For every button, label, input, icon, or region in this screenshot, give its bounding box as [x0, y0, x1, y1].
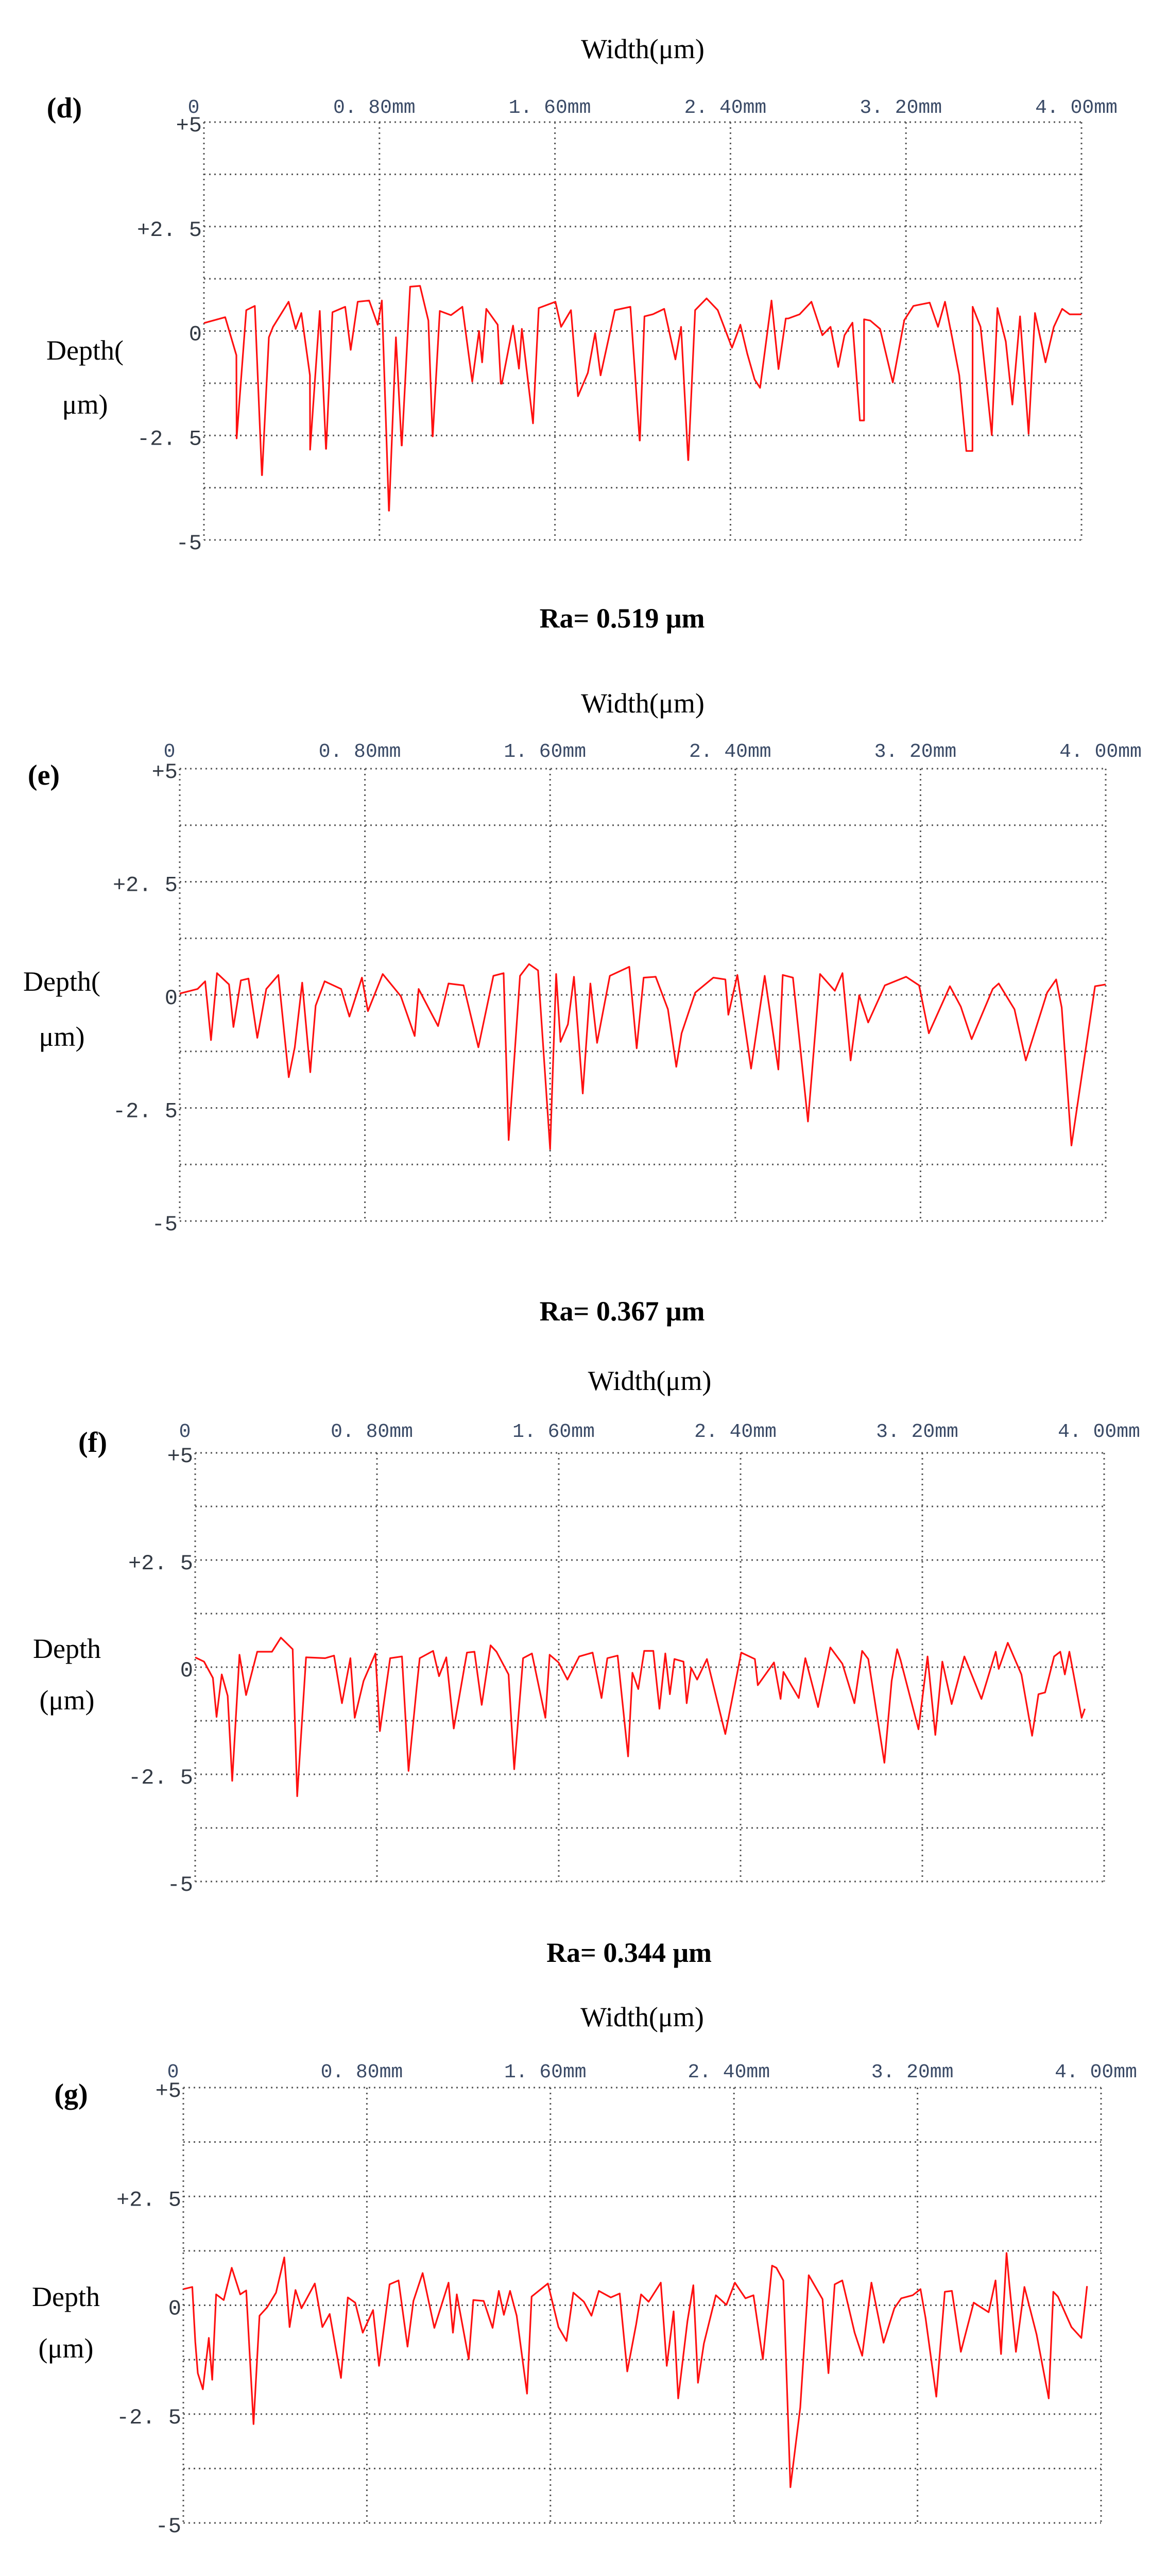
x-tick-label: 4. 00mm — [1055, 2061, 1137, 2083]
x-axis-ticks: 0 0. 80mm 1. 60mm 2. 40mm 3. 20mm 4. 00mm — [164, 741, 1142, 763]
profile-trace — [203, 285, 1081, 512]
x-tick-label: 0. 80mm — [319, 741, 401, 763]
x-tick-label: 2. 40mm — [688, 2061, 770, 2083]
y-axis-ticks: +5 +2. 5 0 -2. 5 -5 — [113, 760, 178, 1237]
x-axis-ticks: 0 0. 80mm 1. 60mm 2. 40mm 3. 20mm 4. 00mm — [188, 97, 1118, 119]
y-tick-label: 0 — [168, 2297, 181, 2321]
ra-caption: Ra= 0.344 μm — [546, 1937, 712, 1968]
y-axis-label-line1: Depth( — [46, 335, 124, 366]
x-tick-label: 1. 60mm — [504, 2061, 587, 2083]
panel-letter: (f) — [78, 1427, 107, 1459]
y-axis-ticks: +5 +2. 5 0 -2. 5 -5 — [137, 113, 202, 556]
y-tick-label: +5 — [156, 2079, 181, 2104]
x-tick-label: 2. 40mm — [684, 97, 767, 119]
y-tick-label: -5 — [167, 1873, 193, 1897]
y-tick-label: +5 — [152, 760, 178, 785]
panel-title: Width(μm) — [581, 33, 705, 64]
y-axis-label-line2: (μm) — [40, 1685, 95, 1716]
panel-letter: (e) — [28, 759, 60, 791]
y-tick-label: +2. 5 — [137, 218, 202, 243]
x-tick-label: 2. 40mm — [694, 1421, 777, 1443]
y-tick-label: -2. 5 — [128, 1766, 193, 1790]
panel-title: Width(μm) — [581, 688, 705, 719]
x-tick-label: 1. 60mm — [512, 1421, 595, 1443]
plot-grid — [182, 2087, 1102, 2524]
y-axis-ticks: +5 +2. 5 0 -2. 5 -5 — [116, 2079, 181, 2539]
y-tick-label: +2. 5 — [116, 2188, 181, 2212]
panel-g: Width(μm) (g) Depth (μm) Ra= 0.417 μm 00… — [32, 2002, 1137, 2539]
y-tick-label: -2. 5 — [116, 2405, 181, 2430]
x-axis-ticks: 0 0. 80mm 1. 60mm 2. 40mm 3. 20mm 4. 00mm — [167, 2061, 1137, 2083]
x-tick-label: 3. 20mm — [871, 2061, 954, 2083]
x-tick-label: 0 — [164, 741, 176, 763]
y-tick-label: 0 — [189, 323, 202, 347]
y-axis-label-line1: Depth — [32, 2281, 100, 2312]
panel-letter: (g) — [54, 2078, 88, 2110]
x-tick-label: 4. 00mm — [1059, 741, 1142, 763]
x-tick-label: 4. 00mm — [1058, 1421, 1140, 1443]
panel-letter: (d) — [47, 92, 82, 124]
x-tick-label: 1. 60mm — [509, 97, 591, 119]
x-tick-label: 3. 20mm — [860, 97, 942, 119]
y-tick-label: +5 — [167, 1444, 193, 1469]
y-axis-label-line2: (μm) — [39, 2333, 94, 2364]
y-tick-label: -2. 5 — [113, 1099, 178, 1124]
x-tick-label: 1. 60mm — [504, 741, 586, 763]
x-tick-label: 0. 80mm — [333, 97, 416, 119]
x-tick-label: 0. 80mm — [321, 2061, 403, 2083]
x-tick-label: 0 — [167, 2061, 179, 2083]
y-axis-label-line1: Depth( — [23, 966, 100, 997]
y-tick-label: 0 — [165, 986, 178, 1011]
x-tick-label: 0 — [179, 1421, 191, 1443]
y-tick-label: -5 — [176, 531, 202, 556]
y-tick-label: -2. 5 — [137, 427, 202, 451]
ra-caption: Ra= 0.367 μm — [540, 1296, 705, 1327]
y-tick-label: +2. 5 — [128, 1551, 193, 1576]
x-axis-ticks: 0 0. 80mm 1. 60mm 2. 40mm 3. 20mm 4. 00mm — [179, 1421, 1140, 1443]
panel-title: Width(μm) — [588, 1365, 712, 1396]
x-tick-label: 3. 20mm — [876, 1421, 958, 1443]
y-tick-label: +5 — [176, 113, 202, 138]
y-tick-label: -5 — [152, 1212, 178, 1237]
ra-caption: Ra= 0.519 μm — [540, 603, 705, 634]
x-tick-label: 0 — [188, 97, 200, 119]
x-tick-label: 4. 00mm — [1035, 97, 1118, 119]
x-tick-label: 3. 20mm — [874, 741, 957, 763]
y-tick-label: 0 — [180, 1658, 193, 1683]
y-axis-label-line2: μm) — [39, 1021, 85, 1052]
x-tick-label: 2. 40mm — [689, 741, 771, 763]
y-tick-label: +2. 5 — [113, 873, 178, 898]
plot-grid — [194, 1452, 1105, 1883]
x-tick-label: 0. 80mm — [331, 1421, 413, 1443]
y-axis-label-line1: Depth — [33, 1633, 101, 1664]
y-axis-ticks: +5 +2. 5 0 -2. 5 -5 — [128, 1444, 193, 1897]
y-axis-label-line2: μm) — [62, 389, 108, 420]
panel-title: Width(μm) — [580, 2002, 704, 2032]
profile-trace — [183, 2252, 1088, 2488]
y-tick-label: -5 — [156, 2514, 181, 2539]
profile-trace — [179, 963, 1106, 1150]
profile-trace — [195, 1637, 1086, 1797]
